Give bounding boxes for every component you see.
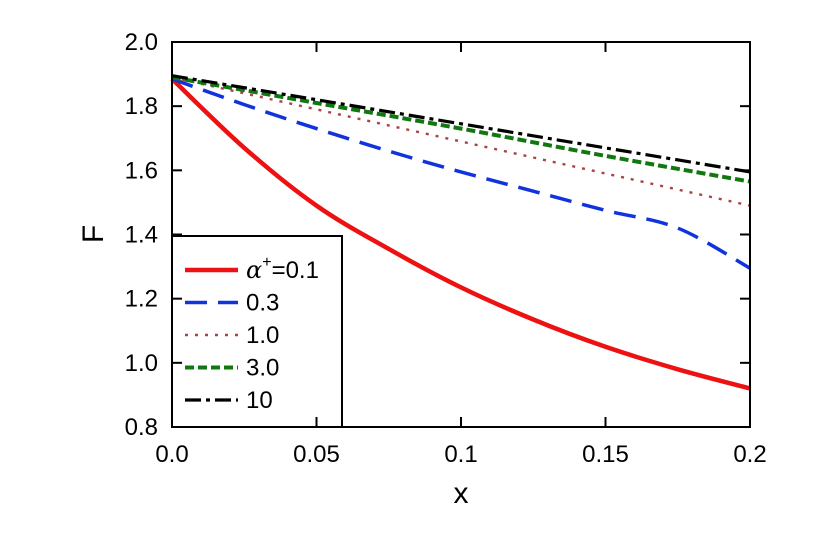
axes: 0.0 0.05 0.1 0.15 0.2 0.8 1.0 1.2 1.4 1.6 1.8 2.0 [125, 29, 767, 468]
legend-label-2: 1.0 [246, 322, 279, 349]
series-layer [170, 74, 751, 391]
legend-label-3: 3.0 [246, 355, 279, 382]
series-line-2 [171, 76, 751, 207]
legend: α+=0.1 0.3 1.0 3.0 10 [171, 235, 343, 428]
y-tick-label-3: 1.4 [125, 222, 158, 249]
y-tick-label-4: 1.6 [125, 157, 158, 184]
x-tick-label-0: 0.0 [155, 441, 188, 468]
series-line-1 [171, 77, 751, 270]
x-tick-label-4: 0.2 [733, 441, 766, 468]
x-tick-label-3: 0.15 [582, 441, 629, 468]
series-line-3 [171, 75, 751, 184]
y-axis-title: F [77, 225, 110, 243]
x-tick-label-1: 0.05 [293, 441, 340, 468]
series-line-4 [171, 74, 751, 174]
series-line-0 [170, 77, 751, 391]
y-tick-label-2: 1.2 [125, 286, 158, 313]
y-tick-label-5: 1.8 [125, 93, 158, 120]
y-tick-label-0: 0.8 [125, 414, 158, 441]
legend-label-1: 0.3 [246, 290, 279, 317]
legend-label-0: α+=0.1 [246, 254, 319, 284]
y-tick-label-1: 1.0 [125, 350, 158, 377]
y-tick-label-6: 2.0 [125, 29, 158, 56]
x-tick-label-2: 0.1 [444, 441, 477, 468]
x-axis-title: x [454, 477, 469, 510]
legend-label-4: 10 [246, 387, 273, 414]
